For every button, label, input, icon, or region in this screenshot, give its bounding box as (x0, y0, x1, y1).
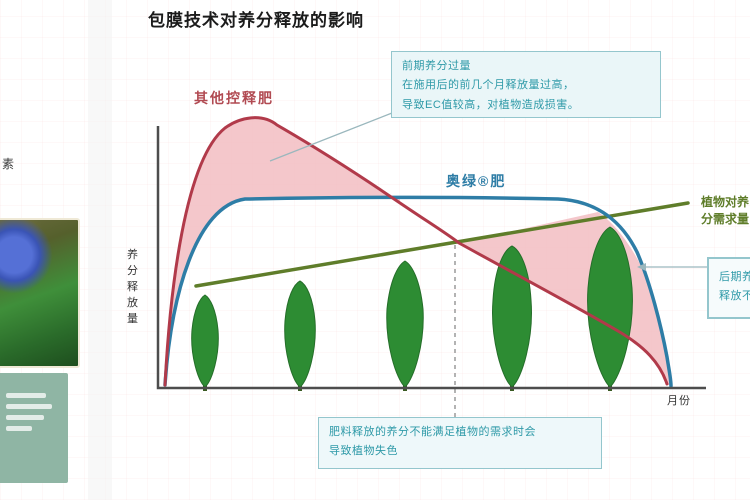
illegible-text-line (6, 415, 44, 420)
annotation-line: 肥料释放的养分不能满足植物的需求时会 (329, 426, 536, 438)
green-demand-label-line2: 分需求量 (701, 211, 750, 226)
fill-early-excess (165, 117, 400, 385)
tree-icon (191, 294, 219, 391)
chart-title: 包膜技术对养分释放的影响 (148, 11, 364, 30)
plant-photo-thumbnail[interactable] (0, 218, 80, 368)
annotation-line: 释放不足 (719, 290, 750, 303)
fill-late-deficit (459, 212, 671, 386)
annotation-late-shortage: 后期养分 释放不足 (707, 257, 750, 319)
annotation-deficit: 肥料释放的养分不能满足植物的需求时会 导致植物失色 (318, 417, 602, 469)
tree-icon (284, 280, 316, 391)
tree-icon (386, 260, 424, 391)
blue-series-label: 奥绿®肥 (446, 173, 507, 189)
top-note-connector-line (269, 112, 393, 162)
green-demand-label-line1: 植物对养 (701, 195, 750, 209)
annotation-line: 导致EC值较高，对植物造成损害。 (402, 98, 580, 111)
right-note-connector-arrow (637, 263, 646, 271)
sidebar-divider-strip (88, 0, 112, 500)
plant-demand-line (194, 201, 690, 288)
annotation-line: 后期养分 (719, 271, 750, 283)
green-demand-label: 植物对养 分需求量 (701, 194, 749, 228)
annotation-line: 导致植物失色 (329, 445, 398, 458)
chart-axes (156, 126, 706, 390)
annotation-early-excess: 前期养分过量 在施用后的前几个月释放量过高， 导致EC值较高，对植物造成损害。 (391, 51, 661, 118)
illegible-text-line (6, 404, 52, 409)
tree-icon (587, 226, 633, 391)
x-axis-label: 月份 (667, 395, 691, 407)
other-crf-curve (163, 116, 669, 387)
illegible-text-line (6, 426, 32, 431)
teal-caption-panel (0, 373, 68, 483)
osmocote-curve (163, 195, 673, 388)
tree-icon (492, 245, 532, 391)
sidebar-text-fragment: 素 (2, 157, 15, 171)
red-series-label: 其他控释肥 (194, 90, 274, 106)
illegible-text-line (6, 393, 46, 398)
annotation-line: 在施用后的前几个月释放量过高， (402, 79, 575, 92)
y-axis-label: 养分释放量 (127, 249, 138, 325)
annotation-line: 前期养分过量 (402, 60, 471, 72)
